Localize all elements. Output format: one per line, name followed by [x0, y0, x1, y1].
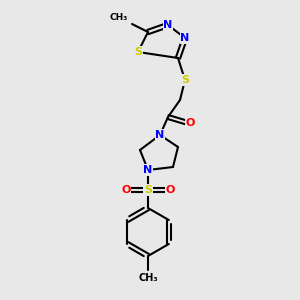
- Text: O: O: [165, 185, 175, 195]
- Text: N: N: [155, 130, 165, 140]
- Text: CH₃: CH₃: [138, 273, 158, 283]
- Text: O: O: [185, 118, 195, 128]
- Text: CH₃: CH₃: [110, 13, 128, 22]
- Text: O: O: [121, 185, 131, 195]
- Text: S: S: [144, 185, 152, 195]
- Text: N: N: [164, 20, 172, 30]
- Text: N: N: [143, 165, 153, 175]
- Text: N: N: [180, 33, 190, 43]
- Text: S: S: [134, 47, 142, 57]
- Text: S: S: [181, 75, 189, 85]
